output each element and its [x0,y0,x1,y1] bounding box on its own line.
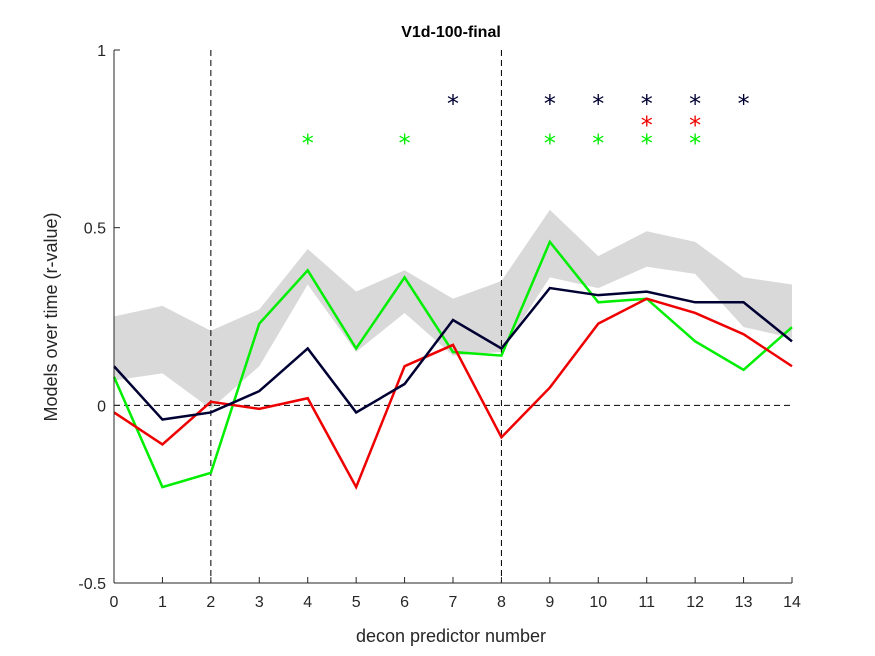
x-tick-label: 14 [783,594,801,611]
significance-marker: * [447,90,459,118]
significance-marker: * [302,129,314,157]
x-tick-label: 7 [449,594,458,611]
series-line-3 [113,286,793,421]
x-tick-label: 4 [303,594,312,611]
x-tick-label: 5 [352,594,361,611]
x-tick-label: 3 [255,594,264,611]
x-tick-label: 11 [638,594,655,611]
x-tick-label: 13 [735,594,753,611]
significance-marker: * [544,129,556,157]
x-tick-label: 0 [110,594,119,611]
significance-marker: * [641,90,653,118]
x-tick-label: 8 [497,594,506,611]
significance-marker: * [689,90,701,118]
significance-marker: * [641,129,653,157]
y-axis-label: Models over time (r-value) [41,212,61,421]
significance-marker: * [689,112,701,140]
significance-marker: * [592,90,604,118]
x-tick-label: 6 [400,594,409,611]
x-axis-label: decon predictor number [356,626,546,646]
y-tick-label: 0.5 [84,221,106,238]
significance-marker: * [641,112,653,140]
significance-marker: * [399,129,411,157]
x-tick-label: 1 [158,594,167,611]
confidence-band [114,209,792,409]
significance-marker: * [738,90,750,118]
x-tick-label: 2 [206,594,215,611]
significance-marker: * [689,129,701,157]
x-tick-label: 12 [686,594,704,611]
y-tick-label: 1 [97,43,106,60]
x-tick-label: 10 [589,594,607,611]
significance-marker: * [544,90,556,118]
x-tick-label: 9 [545,594,554,611]
significance-marker: * [592,129,604,157]
y-tick-label: 0 [97,398,106,415]
y-tick-label: -0.5 [78,576,106,593]
chart-title: V1d-100-final [401,24,501,41]
series-line-1 [112,239,793,489]
